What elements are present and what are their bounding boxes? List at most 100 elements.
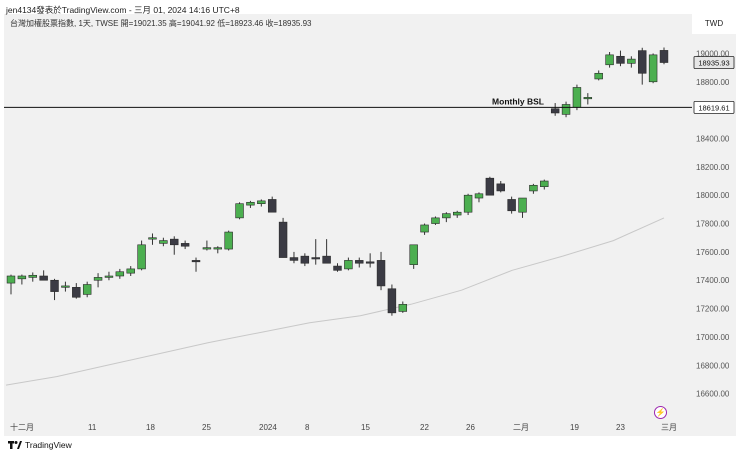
price-tick-label: 17800.00	[696, 220, 730, 229]
candle	[561, 101, 571, 118]
tradingview-logo-icon	[8, 441, 22, 449]
candle-body	[605, 54, 614, 66]
candle-body	[39, 275, 48, 281]
brand-name: TradingView	[25, 440, 72, 450]
candle	[659, 47, 669, 65]
candle-body	[572, 87, 582, 108]
time-tick-label: 8	[305, 423, 310, 432]
price-tick-label: 18800.00	[696, 78, 730, 87]
candle-body	[420, 224, 429, 233]
candle-body	[638, 50, 647, 74]
candle	[344, 257, 353, 271]
candle-body	[180, 243, 190, 247]
price-tick-label: 16800.00	[696, 361, 730, 370]
time-tick-label: 19	[570, 423, 579, 432]
candle	[431, 216, 440, 225]
candle	[6, 274, 16, 295]
candle-body	[442, 213, 451, 219]
candle	[518, 197, 527, 218]
time-axis: 十二月 11 18 25 2024 8 15 22 26 二月 19 23 三月	[10, 422, 677, 432]
candle-body	[6, 275, 16, 284]
price-tick-label: 18200.00	[696, 163, 730, 172]
candle-body	[235, 203, 244, 219]
candle-body	[224, 231, 233, 250]
candle	[452, 210, 462, 218]
candle-body	[267, 199, 277, 213]
candle	[550, 103, 560, 116]
candle-body	[246, 201, 255, 206]
candle-body	[550, 108, 560, 114]
candle-body	[126, 268, 135, 274]
chart-area[interactable]: 19200.0019000.0018800.0018400.0018200.00…	[4, 14, 736, 436]
candle-body	[191, 260, 201, 263]
candle-body	[115, 271, 125, 277]
candle-body	[137, 244, 146, 270]
time-tick-label: 十二月	[10, 422, 34, 432]
candlestick-chart[interactable]: 19200.0019000.0018800.0018400.0018200.00…	[4, 14, 736, 436]
candle-body	[376, 260, 386, 287]
price-tick-label: 16600.00	[696, 390, 730, 399]
candle-body	[104, 275, 114, 278]
price-tag-box	[693, 56, 735, 69]
candle	[387, 284, 397, 316]
candle-body	[474, 193, 484, 199]
candle	[616, 50, 625, 67]
candle-body	[257, 200, 266, 204]
candle-body	[300, 255, 310, 264]
price-tag-box	[693, 100, 735, 114]
candle	[355, 257, 364, 268]
candle-body	[93, 277, 103, 281]
candle	[28, 272, 37, 282]
lightning-icon[interactable]: ⚡	[654, 406, 667, 419]
time-tick-label: 15	[361, 423, 370, 432]
candle	[180, 240, 190, 250]
candle-body	[659, 50, 669, 63]
candle	[267, 196, 277, 213]
candle	[605, 52, 614, 68]
candle	[137, 240, 146, 271]
price-tick-label: 18000.00	[696, 191, 730, 200]
candle	[594, 70, 603, 81]
candle-body	[409, 244, 418, 265]
candle	[627, 56, 636, 68]
price-tick-label: 17600.00	[696, 248, 730, 257]
candle-body	[61, 285, 70, 288]
footer-brand[interactable]: TradingView	[8, 440, 72, 450]
price-tick-label: 17400.00	[696, 276, 730, 285]
currency-label[interactable]: TWD	[692, 14, 736, 34]
candle	[583, 93, 593, 105]
candle-body	[507, 199, 516, 212]
candle-body	[365, 261, 375, 264]
candle	[82, 281, 92, 298]
price-tag-text: 18935.93	[698, 59, 729, 68]
candle	[311, 239, 320, 265]
candle-body	[333, 265, 342, 271]
time-tick-label: 26	[466, 423, 475, 432]
time-tick-label: 11	[88, 423, 97, 432]
candle	[572, 84, 582, 111]
publish-caption: jen4134發表於TradingView.com - 三月 01, 2024 …	[6, 5, 240, 15]
candle-body	[278, 221, 288, 258]
candle	[278, 217, 288, 258]
candle-body	[202, 247, 212, 250]
time-tick-label: 22	[420, 423, 429, 432]
time-tick-label: 25	[202, 423, 211, 432]
candle	[202, 240, 212, 251]
price-tick-label: 17000.00	[696, 333, 730, 342]
candle-body	[594, 72, 603, 80]
candle	[17, 274, 27, 285]
candle	[93, 273, 103, 288]
candle	[224, 230, 233, 251]
candle-body	[616, 55, 625, 64]
last-price-tag: 18935.93	[693, 56, 735, 69]
moving-average-layer	[5, 217, 665, 386]
candle-body	[529, 184, 538, 192]
level-layer: Monthly BSL 18935.93 18619.61	[4, 56, 735, 114]
candle-body	[496, 183, 505, 192]
price-tick-label: 18400.00	[696, 134, 730, 143]
candle-body	[289, 257, 299, 261]
moving-average-line	[5, 217, 665, 386]
candle	[333, 263, 342, 272]
symbol-legend: 台灣加權股票指數, 1天, TWSE 開=19021.35 高=19041.92…	[10, 19, 312, 28]
candle-body	[72, 287, 81, 298]
